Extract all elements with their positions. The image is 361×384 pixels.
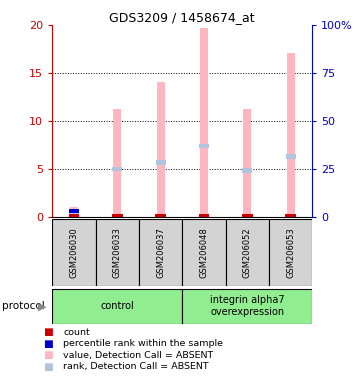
Text: percentile rank within the sample: percentile rank within the sample [63,339,223,348]
Bar [199,214,209,217]
Title: GDS3209 / 1458674_at: GDS3209 / 1458674_at [109,11,255,24]
Text: ■: ■ [43,350,53,360]
Text: ■: ■ [43,362,53,372]
Text: GSM206048: GSM206048 [200,227,208,278]
Bar [286,154,296,159]
Bar [285,214,296,217]
Text: GSM206033: GSM206033 [113,227,122,278]
Bar [156,160,166,165]
Text: ■: ■ [43,327,53,337]
Bar [69,209,79,213]
Text: ■: ■ [43,339,53,349]
Bar [52,289,182,324]
Bar [200,28,208,217]
Bar [113,109,121,217]
Bar [199,144,209,148]
Bar [287,53,295,217]
Bar [155,214,166,217]
Bar [112,167,122,171]
Text: control: control [100,301,134,311]
Text: protocol: protocol [2,301,44,311]
Bar [112,214,123,217]
Bar [69,209,79,214]
Bar [269,219,312,286]
Text: GSM206037: GSM206037 [156,227,165,278]
Bar [242,169,252,173]
Bar [243,109,251,217]
Text: integrin alpha7
overexpression: integrin alpha7 overexpression [210,295,284,317]
Bar [52,219,96,286]
Bar [69,214,79,217]
Text: value, Detection Call = ABSENT: value, Detection Call = ABSENT [63,351,213,360]
Bar [182,219,226,286]
Bar [182,289,312,324]
Text: rank, Detection Call = ABSENT: rank, Detection Call = ABSENT [63,362,209,371]
Bar [157,82,165,217]
Text: ▶: ▶ [38,301,47,311]
Text: GSM206053: GSM206053 [286,227,295,278]
Text: GSM206030: GSM206030 [70,227,78,278]
Bar [96,219,139,286]
Bar [139,219,182,286]
Text: GSM206052: GSM206052 [243,227,252,278]
Text: count: count [63,328,90,337]
Bar [70,207,78,217]
Bar [226,219,269,286]
Bar [242,214,253,217]
